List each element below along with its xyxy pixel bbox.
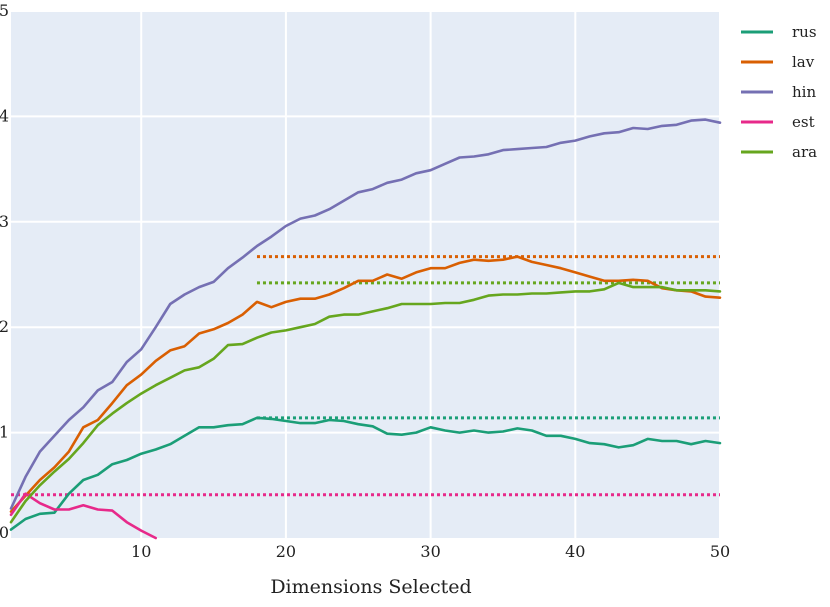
series-line-rus — [9, 416, 722, 531]
best-value-lines — [11, 255, 720, 497]
x-tick-label: 50 — [710, 542, 730, 561]
legend-label-hin: hin — [792, 83, 816, 101]
x-axis-ticks: 10 20 30 40 50 — [131, 542, 730, 561]
x-tick-label: 40 — [565, 542, 585, 561]
legend-label-rus: rus — [792, 23, 817, 41]
legend-label-ara: ara — [792, 143, 817, 161]
legend-label-est: est — [792, 113, 815, 131]
plot-background — [11, 11, 720, 538]
x-tick-label: 30 — [420, 542, 440, 561]
y-tick-label: 0.3 — [0, 212, 9, 231]
series-line-est — [9, 492, 157, 540]
y-tick-label: 0 — [0, 523, 9, 542]
y-tick-label: 0.2 — [0, 317, 9, 336]
series-lines — [9, 118, 722, 540]
x-axis-title: Dimensions Selected — [270, 576, 471, 598]
legend: rus lav hin est ara — [741, 23, 817, 161]
grid-lines — [11, 10, 721, 538]
legend-label-lav: lav — [792, 53, 815, 71]
y-axis-ticks: 0 0.1 0.2 0.3 0.4 0.5 — [0, 1, 9, 542]
series-line-ara — [9, 281, 722, 524]
y-tick-label: 0.4 — [0, 106, 9, 125]
series-line-lav — [9, 255, 722, 513]
y-tick-label: 0.1 — [0, 423, 9, 442]
x-tick-label: 10 — [131, 542, 151, 561]
y-tick-label: 0.5 — [0, 1, 9, 20]
x-tick-label: 20 — [276, 542, 296, 561]
series-line-hin — [9, 118, 722, 510]
